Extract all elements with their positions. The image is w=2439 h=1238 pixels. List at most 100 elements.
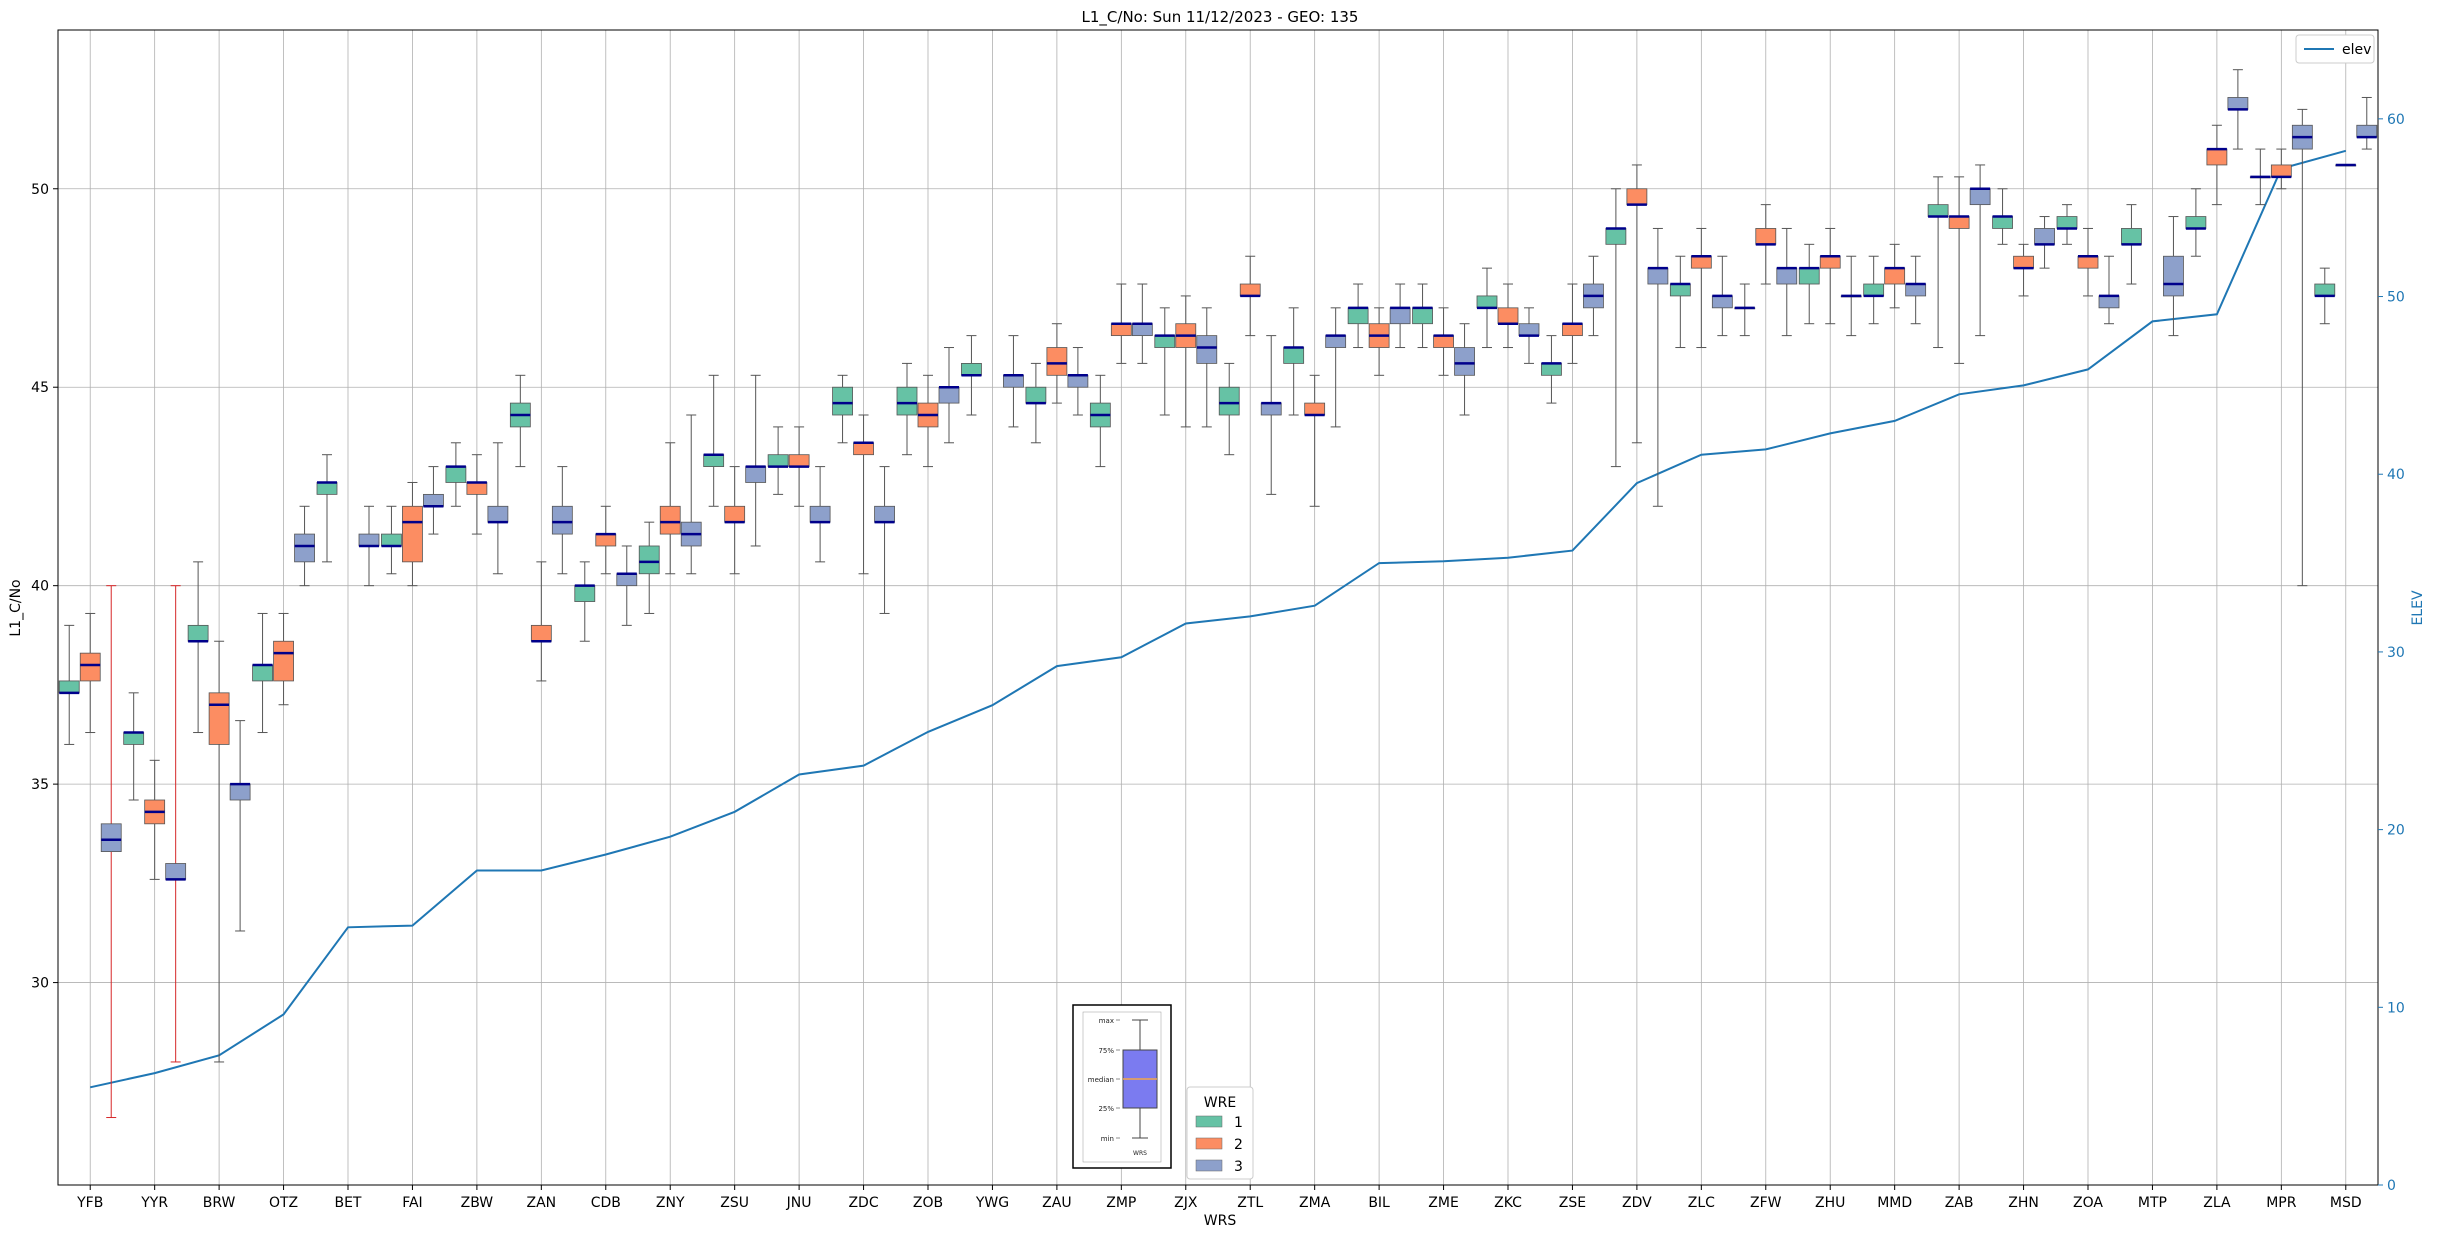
box-iqr [551, 505, 573, 535]
box-ZAN-wre3 [551, 466, 573, 575]
x-tick-label: ZTL [1237, 1195, 1263, 1211]
box-ZFW-wre2 [1755, 204, 1777, 285]
box-ZLC-wre3 [1711, 255, 1733, 337]
box-MPR-wre1 [2249, 148, 2271, 206]
box-iqr [2314, 283, 2336, 297]
box-iqr [79, 652, 101, 682]
inset-label-wrs: WRS [1133, 1150, 1147, 1157]
box-ZDC-wre2 [853, 414, 874, 575]
x-tick-label: YYR [140, 1195, 168, 1211]
wre-legend-swatch-2 [1195, 1137, 1223, 1150]
box-iqr [1154, 335, 1176, 348]
x-tick-label: ZMA [1299, 1195, 1331, 1211]
box-iqr [1025, 386, 1047, 404]
box-iqr [1283, 347, 1305, 364]
box-iqr [208, 692, 230, 745]
y2-tick-label: 10 [2387, 1000, 2405, 1016]
box-BRW-wre1 [187, 561, 209, 734]
box-iqr [2121, 228, 2142, 245]
box-ZLA-wre2 [2206, 124, 2228, 206]
box-ZMA-wre2 [1304, 374, 1326, 507]
box-YYR-wre3 [165, 585, 187, 1063]
box-iqr [1562, 323, 1583, 337]
box-FAI-wre3 [423, 466, 444, 535]
box-iqr [100, 823, 122, 852]
box-ZOA-wre3 [2098, 255, 2120, 325]
box-ZFW-wre1 [1734, 283, 1756, 337]
box-MSD-wre2 [2335, 163, 2357, 167]
x-tick-label: ZKC [1494, 1195, 1522, 1211]
box-ZSU-wre3 [745, 374, 767, 547]
box-BIL-wre3 [1389, 283, 1411, 349]
y2-tick-label: 40 [2387, 467, 2405, 483]
box-iqr [1347, 307, 1369, 325]
box-YFB-wre3 [100, 585, 122, 1119]
y-axis-left: 30 35 40 45 50 [31, 182, 58, 992]
box-iqr [2227, 97, 2249, 110]
box-iqr [123, 732, 145, 745]
box-iqr [1863, 283, 1885, 297]
box-MPR-wre2 [2270, 148, 2292, 190]
box-MTP-wre1 [2121, 204, 2142, 285]
box-ZKC-wre2 [1497, 283, 1519, 349]
box-ZMP-wre3 [1131, 283, 1153, 364]
box-ZHN-wre2 [2013, 243, 2034, 297]
inset-label-min: min [1101, 1135, 1114, 1143]
y2-axis-label: ELEV [2410, 590, 2426, 625]
x-tick-label: ZOA [2073, 1195, 2103, 1211]
box-BIL-wre1 [1347, 283, 1369, 349]
box-ZDV-wre3 [1647, 227, 1669, 507]
box-ZAN-wre1 [509, 374, 531, 468]
box-iqr [1948, 216, 1970, 229]
box-ZLA-wre3 [2227, 69, 2249, 150]
box-ZDV-wre2 [1626, 164, 1648, 444]
box-FAI-wre2 [402, 481, 423, 587]
box-CDB-wre3 [616, 545, 638, 626]
box-ZOA-wre1 [2056, 204, 2078, 245]
inset-label-q3: 75% [1098, 1047, 1114, 1055]
box-CDB-wre1 [574, 561, 596, 642]
box-ZTL-wre2 [1239, 255, 1261, 337]
box-ZHN-wre1 [1992, 188, 2013, 245]
x-tick-label: ZAU [1042, 1195, 1071, 1211]
box-ZSE-wre2 [1562, 283, 1583, 364]
box-MPR-wre3 [2291, 108, 2313, 587]
box-ZAB-wre2 [1948, 176, 1970, 364]
x-tick-label: BET [334, 1195, 361, 1211]
box-iqr [58, 680, 80, 694]
y-axis-right: 0 10 20 30 40 50 60 [2378, 112, 2405, 1194]
box-iqr [229, 783, 251, 801]
box-YFB-wre1 [58, 624, 80, 745]
box-iqr [165, 863, 187, 880]
box-iqr [2077, 255, 2099, 269]
wre-legend: WRE 1 2 3 [1186, 1086, 1254, 1180]
plot-frame [57, 29, 2379, 1186]
y-tick-label: 35 [31, 777, 49, 793]
x-tick-label: BIL [1368, 1195, 1390, 1211]
box-ZDV-wre1 [1605, 188, 1627, 468]
box-ZDC-wre1 [832, 374, 853, 444]
box-ZTL-wre1 [1218, 362, 1240, 456]
box-ZDC-wre3 [874, 466, 895, 614]
box-iqr [809, 505, 831, 523]
box-iqr [638, 545, 660, 575]
box-MSD-wre1 [2314, 267, 2336, 325]
wre-legend-label-1: 1 [1234, 1115, 1243, 1131]
box-iqr [2098, 295, 2120, 309]
x-tick-label: MSD [2330, 1195, 2362, 1211]
box-BRW-wre2 [208, 640, 230, 1063]
box-FAI-wre1 [381, 505, 402, 575]
box-iqr [1046, 347, 1068, 376]
box-iqr [767, 454, 789, 467]
wre-legend-frame [1186, 1086, 1254, 1180]
box-iqr [1927, 204, 1949, 217]
box-iqr [1669, 283, 1691, 297]
inset-label-median: median [1088, 1076, 1114, 1084]
box-iqr [423, 493, 444, 507]
y-axis-label: L1_C/No [8, 579, 24, 636]
box-ZNY-wre2 [659, 442, 681, 575]
box-iqr [1196, 335, 1218, 364]
box-MMD-wre1 [1863, 255, 1885, 325]
x-tick-label: ZAB [1945, 1195, 1974, 1211]
box-iqr [1776, 267, 1798, 285]
